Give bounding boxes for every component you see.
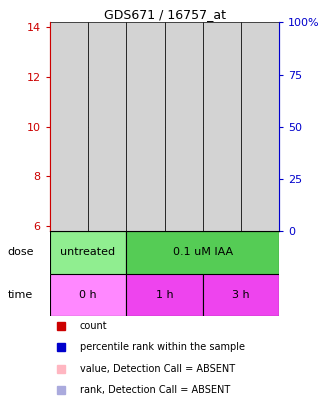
Bar — [164, 22, 203, 231]
Text: GSM18330: GSM18330 — [255, 233, 265, 286]
Text: 1 h: 1 h — [156, 290, 173, 300]
Text: GSM18329: GSM18329 — [217, 233, 227, 286]
Bar — [96, 82, 119, 226]
Text: time: time — [8, 290, 33, 300]
Bar — [57, 35, 80, 226]
Bar — [249, 224, 272, 226]
Bar — [126, 22, 164, 231]
Text: GSM18325: GSM18325 — [64, 233, 74, 286]
Bar — [88, 22, 126, 231]
Text: count: count — [80, 321, 107, 331]
Bar — [203, 274, 279, 316]
Bar — [211, 129, 233, 226]
Text: GSM18328: GSM18328 — [179, 233, 189, 286]
Bar — [50, 22, 88, 231]
Bar — [203, 22, 241, 231]
Bar — [126, 274, 203, 316]
Title: GDS671 / 16757_at: GDS671 / 16757_at — [103, 8, 226, 21]
Text: GSM18326: GSM18326 — [102, 233, 112, 286]
Text: percentile rank within the sample: percentile rank within the sample — [80, 343, 245, 352]
Bar — [172, 214, 195, 226]
Text: 3 h: 3 h — [232, 290, 250, 300]
Bar — [50, 231, 126, 274]
Text: dose: dose — [8, 247, 34, 258]
Bar — [134, 157, 157, 226]
Text: 0 h: 0 h — [79, 290, 97, 300]
Bar — [241, 22, 279, 231]
Bar — [126, 231, 279, 274]
Text: value, Detection Call = ABSENT: value, Detection Call = ABSENT — [80, 364, 235, 374]
Text: GSM18327: GSM18327 — [140, 233, 150, 286]
Text: 0.1 uM IAA: 0.1 uM IAA — [173, 247, 233, 258]
Bar — [50, 274, 126, 316]
Text: rank, Detection Call = ABSENT: rank, Detection Call = ABSENT — [80, 385, 230, 395]
Text: untreated: untreated — [60, 247, 116, 258]
